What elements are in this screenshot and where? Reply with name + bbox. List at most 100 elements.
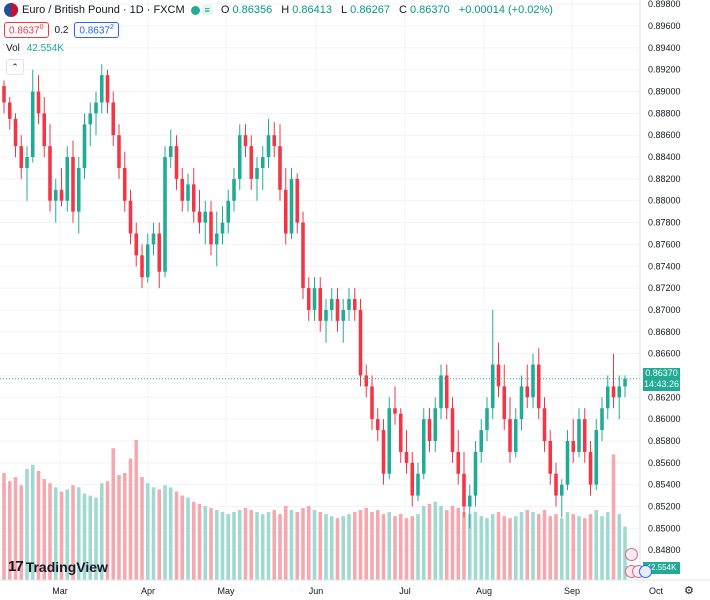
candle[interactable] bbox=[318, 277, 323, 332]
candle[interactable] bbox=[513, 408, 518, 458]
candle[interactable] bbox=[467, 484, 472, 529]
candle[interactable] bbox=[134, 222, 139, 267]
candle[interactable] bbox=[410, 451, 415, 507]
candle[interactable] bbox=[42, 97, 47, 158]
candle[interactable] bbox=[439, 364, 443, 420]
candle[interactable] bbox=[312, 277, 317, 321]
more-icon[interactable]: ≡ bbox=[201, 5, 213, 15]
candle[interactable] bbox=[421, 408, 426, 480]
candle[interactable] bbox=[180, 167, 185, 212]
candle[interactable] bbox=[548, 430, 553, 485]
candle[interactable] bbox=[186, 173, 190, 212]
candle[interactable] bbox=[490, 309, 495, 420]
candle[interactable] bbox=[341, 299, 346, 343]
candle[interactable] bbox=[157, 222, 162, 289]
candle[interactable] bbox=[462, 451, 466, 518]
candle[interactable] bbox=[398, 408, 403, 463]
candle[interactable] bbox=[191, 167, 196, 223]
candle[interactable] bbox=[289, 167, 294, 239]
candle[interactable] bbox=[99, 64, 104, 114]
candle[interactable] bbox=[301, 211, 305, 300]
event-flag-icon[interactable] bbox=[639, 565, 652, 578]
buy-button[interactable]: 0.86372 bbox=[74, 22, 119, 39]
candle[interactable] bbox=[295, 173, 300, 234]
settings-gear-icon[interactable]: ⚙ bbox=[684, 585, 694, 597]
candle[interactable] bbox=[594, 419, 599, 491]
candle[interactable] bbox=[358, 299, 363, 387]
candle[interactable] bbox=[324, 299, 328, 343]
candle[interactable] bbox=[220, 206, 225, 245]
candle[interactable] bbox=[416, 462, 420, 502]
candle[interactable] bbox=[128, 189, 133, 245]
sell-button[interactable]: 0.86370 bbox=[4, 22, 49, 39]
candle[interactable] bbox=[163, 146, 167, 278]
candle[interactable] bbox=[283, 167, 288, 245]
candle[interactable] bbox=[611, 353, 616, 409]
candle[interactable] bbox=[473, 440, 478, 507]
candle[interactable] bbox=[588, 440, 593, 496]
candle[interactable] bbox=[36, 75, 41, 125]
candle[interactable] bbox=[329, 288, 334, 321]
candle[interactable] bbox=[65, 146, 70, 212]
candle[interactable] bbox=[496, 342, 501, 398]
candle[interactable] bbox=[48, 124, 52, 212]
candle[interactable] bbox=[600, 397, 604, 441]
candle[interactable] bbox=[272, 122, 277, 158]
candle[interactable] bbox=[209, 200, 213, 256]
candle[interactable] bbox=[237, 124, 242, 190]
candle[interactable] bbox=[226, 189, 231, 234]
candle[interactable] bbox=[19, 135, 24, 179]
candle[interactable] bbox=[306, 277, 311, 321]
candle[interactable] bbox=[76, 157, 81, 234]
candle[interactable] bbox=[542, 397, 547, 452]
candle[interactable] bbox=[2, 80, 6, 114]
candle[interactable] bbox=[25, 146, 29, 201]
collapse-legend-button[interactable]: ⌃ bbox=[6, 59, 24, 75]
candle[interactable] bbox=[82, 113, 87, 179]
symbol-title[interactable]: Euro / British Pound · 1D · FXCM bbox=[22, 4, 185, 16]
candle[interactable] bbox=[255, 157, 259, 201]
candle[interactable] bbox=[370, 375, 374, 431]
candle[interactable] bbox=[88, 102, 93, 147]
candle[interactable] bbox=[381, 419, 386, 485]
candle[interactable] bbox=[71, 140, 75, 223]
candle[interactable] bbox=[387, 397, 392, 480]
candle[interactable] bbox=[444, 364, 449, 420]
candle[interactable] bbox=[249, 135, 254, 190]
candle[interactable] bbox=[278, 124, 282, 201]
candle[interactable] bbox=[30, 69, 35, 163]
candle[interactable] bbox=[140, 244, 144, 289]
candle[interactable] bbox=[582, 408, 587, 463]
candle[interactable] bbox=[404, 430, 409, 474]
candle[interactable] bbox=[565, 430, 570, 491]
candle[interactable] bbox=[525, 364, 530, 409]
candle[interactable] bbox=[559, 479, 564, 518]
candle[interactable] bbox=[151, 222, 156, 256]
candle[interactable] bbox=[450, 397, 455, 463]
candle[interactable] bbox=[335, 288, 340, 332]
candle[interactable] bbox=[7, 97, 12, 130]
candle[interactable] bbox=[203, 200, 208, 245]
candle[interactable] bbox=[266, 118, 271, 168]
candle[interactable] bbox=[347, 288, 351, 321]
candle[interactable] bbox=[243, 124, 248, 158]
tradingview-logo[interactable]: 17 TradingView bbox=[8, 558, 108, 575]
candle[interactable] bbox=[375, 408, 380, 441]
candle[interactable] bbox=[117, 124, 121, 179]
candle[interactable] bbox=[145, 233, 150, 283]
candle[interactable] bbox=[364, 364, 369, 398]
candle[interactable] bbox=[94, 91, 98, 136]
candle[interactable] bbox=[519, 375, 524, 431]
candle[interactable] bbox=[122, 151, 127, 212]
candle[interactable] bbox=[456, 430, 461, 485]
candle[interactable] bbox=[577, 408, 581, 458]
candle[interactable] bbox=[13, 113, 18, 158]
candle[interactable] bbox=[605, 375, 610, 420]
candle[interactable] bbox=[53, 178, 58, 223]
candle[interactable] bbox=[531, 353, 535, 409]
candle[interactable] bbox=[105, 69, 110, 114]
candle[interactable] bbox=[617, 375, 622, 420]
candle[interactable] bbox=[502, 364, 507, 431]
candle[interactable] bbox=[554, 462, 558, 507]
